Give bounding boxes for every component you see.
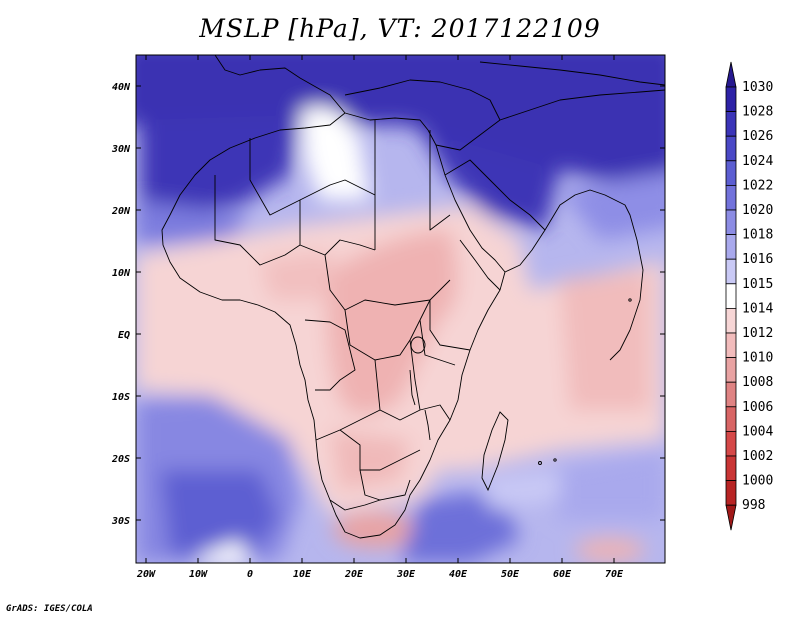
colorbar-segment <box>725 86 737 113</box>
lon-label-20e: 20E <box>344 569 364 580</box>
colorbar-label: 1010 <box>742 351 773 366</box>
plot-frame <box>135 54 666 564</box>
lat-label-40n: 40N <box>112 82 131 93</box>
lat-label-30s: 30S <box>111 516 130 527</box>
lon-label-0: 0 <box>247 569 253 580</box>
lat-label-30n: 30N <box>111 144 131 155</box>
colorbar-segment <box>725 258 737 285</box>
colorbar-segment <box>725 135 737 162</box>
lon-label-10e: 10E <box>293 569 312 580</box>
colorbar-cap-bottom <box>725 504 737 531</box>
map-title: MSLP [hPa], VT: 2017122109 <box>199 14 601 43</box>
lat-label-10s: 10S <box>112 392 130 403</box>
colorbar-label: 1024 <box>742 154 773 169</box>
colorbar-label: 1000 <box>742 474 773 489</box>
colorbar-segment <box>725 455 737 482</box>
latitude-axis <box>136 85 665 521</box>
lon-label-20w: 20W <box>136 569 156 580</box>
colorbar-segment <box>725 234 737 260</box>
colorbar-label: 1006 <box>742 400 773 415</box>
lat-label-eq: EQ <box>118 330 130 341</box>
colorbar-label: 1026 <box>742 129 773 144</box>
longitude-axis <box>145 55 615 563</box>
lon-label-40e: 40E <box>449 569 468 580</box>
colorbar-segment <box>725 283 737 309</box>
colorbar-segment <box>725 307 737 334</box>
colorbar-label: 1028 <box>742 105 773 120</box>
lat-label-10n: 10N <box>112 268 131 279</box>
lon-label-30e: 30E <box>396 569 416 580</box>
colorbar: 1030 1028 1026 1024 1022 1020 1018 1016 1015 1014… <box>725 61 773 531</box>
colorbar-segment <box>725 332 737 359</box>
colorbar-label: 1015 <box>742 277 773 292</box>
colorbar-label: 1002 <box>742 449 773 464</box>
colorbar-label: 1014 <box>742 301 773 316</box>
islands-and-lakes <box>409 298 632 492</box>
colorbar-segment <box>725 209 737 236</box>
colorbar-label: 1022 <box>742 178 773 193</box>
colorbar-label: 1030 <box>742 80 773 95</box>
colorbar-cap-top <box>725 61 737 88</box>
colorbar-label: 1004 <box>742 424 773 439</box>
colorbar-segment <box>725 406 737 432</box>
colorbar-segment <box>725 184 737 211</box>
colorbar-label: 1016 <box>742 252 773 267</box>
pressure-field <box>136 55 665 563</box>
country-borders <box>161 55 665 539</box>
colorbar-label: 1012 <box>742 326 773 341</box>
colorbar-segment <box>725 357 737 383</box>
colorbar-label: 1018 <box>742 228 773 243</box>
lat-label-20s: 20S <box>111 454 130 465</box>
lat-label-20n: 20N <box>111 206 131 217</box>
lon-label-60e: 60E <box>553 569 572 580</box>
lon-label-70e: 70E <box>605 569 624 580</box>
lon-label-10w: 10W <box>189 569 208 580</box>
colorbar-segment <box>725 430 737 457</box>
grads-credit: GrADS: IGES/COLA <box>6 604 93 614</box>
colorbar-segment <box>725 480 737 506</box>
colorbar-label: 1008 <box>742 375 773 390</box>
colorbar-segment <box>725 160 737 186</box>
colorbar-label: 998 <box>742 498 765 513</box>
colorbar-label: 1020 <box>742 203 773 218</box>
colorbar-segment <box>725 381 737 408</box>
lon-label-50e: 50E <box>501 569 520 580</box>
colorbar-segment <box>725 111 737 137</box>
